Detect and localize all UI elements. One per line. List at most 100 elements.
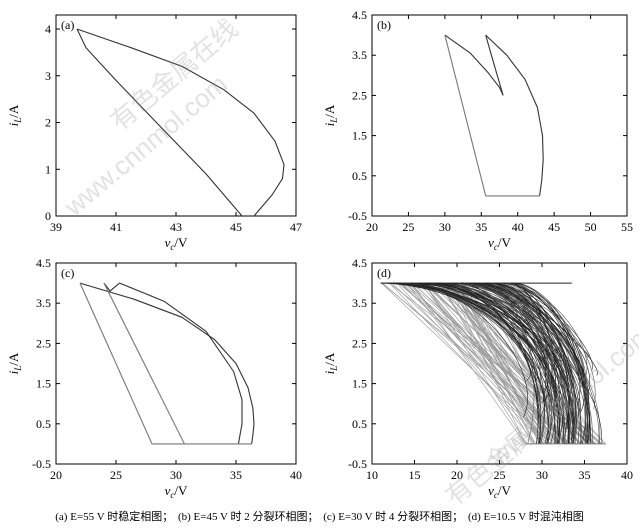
chaos-arc: [411, 282, 585, 413]
x-tick-label: 30: [536, 468, 548, 482]
chaos-return: [411, 282, 526, 445]
chaos-arc: [511, 282, 580, 380]
chaos-return: [405, 282, 536, 445]
chaos-return: [457, 282, 544, 445]
chaos-return: [389, 282, 545, 445]
data-layer: [79, 282, 255, 445]
trajectory-4: [103, 282, 185, 445]
chaos-arc: [460, 282, 575, 444]
chaos-arc: [489, 282, 593, 370]
panel-label: (d): [377, 266, 391, 280]
y-tick-label: 3: [45, 69, 51, 83]
chaos-arc: [501, 282, 569, 444]
y-tick-label: 1.5: [36, 377, 51, 391]
caption-c: (c) E=30 V 时 4 分裂环相图；: [323, 511, 464, 523]
x-tick-label: 39: [50, 220, 62, 234]
chaos-return: [449, 282, 536, 445]
x-tick-label: 20: [366, 220, 378, 234]
chaos-arc: [447, 282, 541, 444]
y-tick-label: 4.5: [352, 8, 367, 22]
chaos-arc: [504, 282, 588, 380]
chaos-return: [413, 282, 581, 445]
chaos-return: [449, 282, 561, 445]
trajectory-0: [79, 282, 255, 444]
chaos-arc: [428, 282, 601, 444]
figure-caption: (a) E=55 V 时稳定相图； (b) E=45 V 时 2 分裂环相图； …: [0, 508, 639, 524]
caption-d: (d) E=10.5 V 时混沌相图: [467, 511, 584, 523]
chaos-arc: [466, 282, 574, 444]
x-tick-label: 20: [451, 468, 463, 482]
chaos-return: [381, 282, 552, 445]
chaos-arc: [489, 282, 552, 435]
y-tick-label: 0.5: [36, 417, 51, 431]
x-tick-label: 45: [230, 220, 242, 234]
chaos-return: [461, 282, 541, 445]
chaos-arc: [410, 282, 531, 381]
chaos-return: [389, 282, 601, 445]
axis-label: vc/V: [165, 235, 188, 252]
trajectory-1: [485, 34, 504, 96]
chaos-arc: [480, 282, 570, 425]
chaos-arc: [485, 282, 574, 427]
x-tick-label: 47: [290, 220, 302, 234]
trajectory-2: [485, 34, 544, 196]
x-tick-label: 40: [290, 468, 302, 482]
x-tick-label: 30: [439, 220, 451, 234]
x-tick-label: 55: [621, 220, 633, 234]
axis-label: vc/V: [488, 235, 511, 252]
y-tick-label: 0: [45, 209, 51, 223]
y-tick-label: 3.5: [352, 48, 367, 62]
x-tick-label: 30: [170, 468, 182, 482]
y-tick-label: 0.5: [352, 417, 367, 431]
chaos-arc: [488, 282, 552, 412]
x-tick-label: 40: [512, 220, 524, 234]
data-layer: [76, 28, 285, 216]
chaos-arc: [402, 282, 564, 442]
chaos-arc: [488, 282, 591, 444]
chaos-arc: [395, 282, 569, 377]
y-tick-label: -0.5: [32, 457, 51, 471]
y-tick-label: 2: [45, 116, 51, 130]
chart-panel-a: 39 41 43 45 47 0 1 2 3 4 (a) vc/V iL/A: [6, 14, 302, 252]
y-tick-label: -0.5: [348, 457, 367, 471]
y-tick-label: 1.5: [352, 129, 367, 143]
plot-frame: [55, 14, 297, 217]
y-tick-label: 2.5: [352, 336, 367, 350]
trajectory-3: [79, 282, 252, 445]
trajectory-2: [103, 282, 120, 292]
trajectory-0: [76, 28, 285, 216]
x-tick-label: 25: [110, 468, 122, 482]
axis-label: iL/A: [322, 352, 339, 374]
chart-panel-c: 20 25 30 35 40 -0.5 0.5 1.5 2.5 3.5 4.5 (c) vc/V iL/A: [6, 256, 302, 500]
y-tick-label: 2.5: [352, 88, 367, 102]
chaos-arc: [420, 282, 570, 430]
x-tick-label: 35: [579, 468, 591, 482]
y-tick-label: 0.5: [352, 169, 367, 183]
axis-label: iL/A: [6, 104, 23, 126]
chaos-arc: [499, 282, 541, 405]
x-tick-label: 43: [170, 220, 182, 234]
x-tick-label: 25: [402, 220, 414, 234]
panel-label: (c): [61, 266, 74, 280]
y-tick-label: 2.5: [36, 336, 51, 350]
data-layer: [444, 34, 544, 197]
chaos-arc: [392, 282, 569, 444]
x-tick-label: 15: [409, 468, 421, 482]
x-tick-label: 50: [585, 220, 597, 234]
chaos-arc: [502, 282, 587, 444]
x-tick-label: 25: [494, 468, 506, 482]
y-tick-label: 3.5: [352, 296, 367, 310]
panel-label: (a): [61, 18, 74, 32]
data-layer: [380, 282, 606, 445]
x-tick-label: 41: [110, 220, 122, 234]
y-tick-label: -0.5: [348, 209, 367, 223]
axis-label: iL/A: [6, 352, 23, 374]
chaos-arc: [381, 282, 545, 444]
y-tick-label: 4.5: [36, 256, 51, 270]
trajectory-1: [119, 282, 243, 444]
x-tick-label: 35: [475, 220, 487, 234]
y-tick-label: 4.5: [352, 256, 367, 270]
chaos-return: [438, 282, 543, 445]
chaos-arc: [415, 282, 571, 396]
